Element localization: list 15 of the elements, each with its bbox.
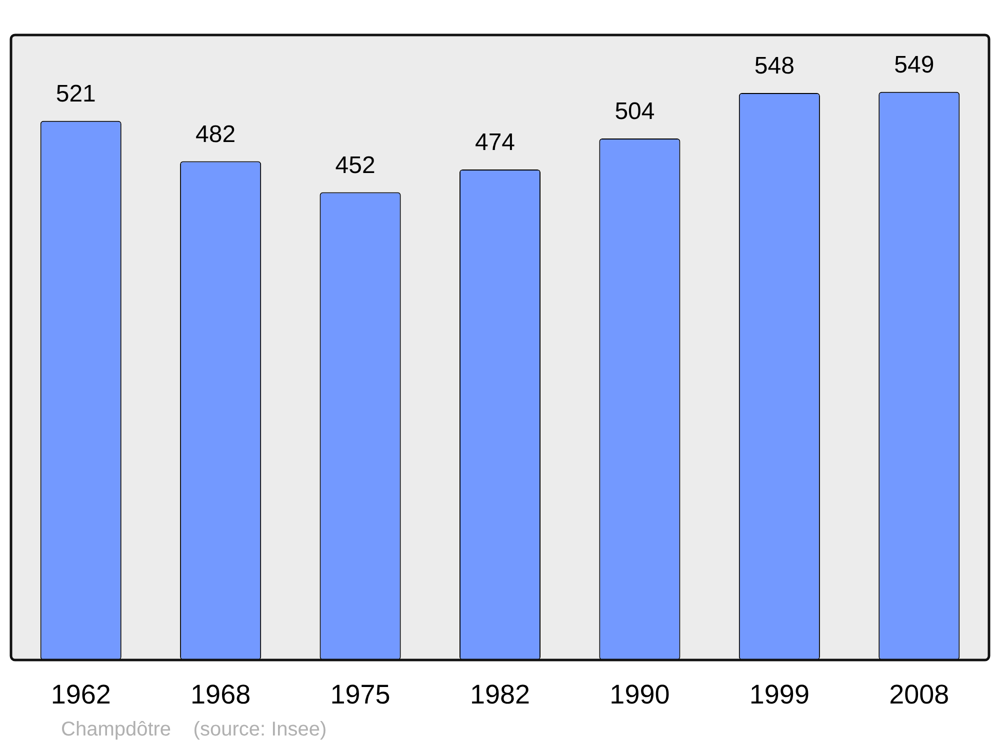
x-tick-label: 1962 <box>50 680 111 710</box>
data-label: 474 <box>474 129 516 156</box>
x-tick-label: 1999 <box>749 680 810 710</box>
x-tick-label: 1990 <box>610 680 670 710</box>
data-label: 521 <box>56 80 96 108</box>
x-tick-label: 2008 <box>889 680 950 710</box>
data-label: 452 <box>335 152 376 179</box>
data-label: 548 <box>754 52 794 80</box>
data-label: 504 <box>614 98 655 126</box>
text: Champdôtre (source: Insee) <box>61 718 327 741</box>
x-tick-label: 1975 <box>330 680 390 710</box>
data-label: 482 <box>196 120 236 148</box>
data-label: 549 <box>894 52 934 79</box>
x-tick-label: 1968 <box>190 680 251 710</box>
x-tick-label: 1982 <box>470 680 530 710</box>
